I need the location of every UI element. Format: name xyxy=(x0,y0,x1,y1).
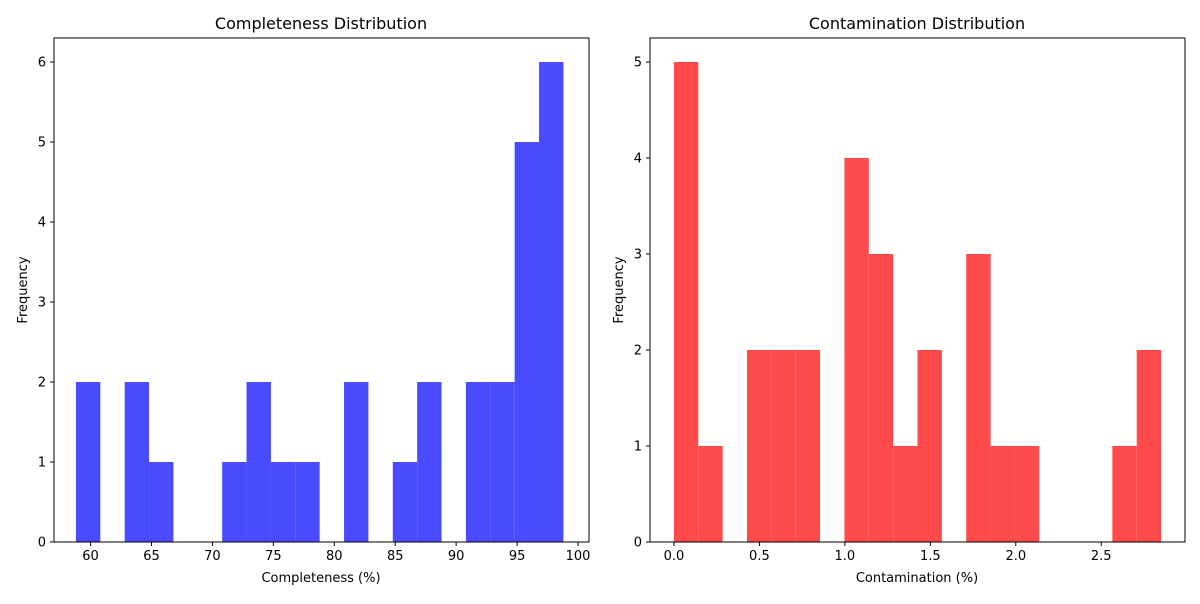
chart-title: Completeness Distribution xyxy=(215,14,427,33)
x-tick-label: 1.0 xyxy=(835,549,856,564)
x-axis-label: Contamination (%) xyxy=(856,571,978,586)
histogram-bar xyxy=(246,382,271,542)
y-tick-label: 4 xyxy=(38,216,46,231)
histogram-bar xyxy=(747,350,772,542)
x-ticks: 0.0 0.5 1.0 1.5 2.0 2.5 xyxy=(664,542,1112,564)
x-tick-label: 85 xyxy=(387,549,404,564)
histogram-bar xyxy=(222,462,247,542)
x-tick-label: 0.5 xyxy=(749,549,770,564)
x-tick-label: 90 xyxy=(448,549,465,564)
y-tick-label: 4 xyxy=(634,152,642,167)
y-axis-label: Frequency xyxy=(612,256,627,323)
y-tick-label: 1 xyxy=(634,440,642,455)
y-tick-label: 3 xyxy=(634,248,642,263)
y-tick-label: 0 xyxy=(38,536,46,551)
x-tick-label: 2.5 xyxy=(1091,549,1112,564)
y-tick-label: 1 xyxy=(38,456,46,471)
histogram-bar xyxy=(465,382,491,542)
y-tick-label: 2 xyxy=(634,344,642,359)
x-tick-label: 80 xyxy=(326,549,343,564)
x-tick-label: 70 xyxy=(204,549,221,564)
completeness-histogram: Completeness Distribution Completeness (… xyxy=(16,14,590,586)
x-tick-label: 65 xyxy=(143,549,160,564)
histogram-bar xyxy=(344,382,369,542)
histogram-bar xyxy=(295,462,320,542)
histogram-bar xyxy=(893,446,918,542)
y-tick-label: 3 xyxy=(38,296,46,311)
y-ticks: 0 1 2 3 4 5 xyxy=(634,56,650,551)
x-tick-label: 2.0 xyxy=(1005,549,1026,564)
x-tick-label: 1.5 xyxy=(920,549,941,564)
y-tick-label: 6 xyxy=(38,56,46,71)
x-tick-label: 95 xyxy=(509,549,526,564)
histogram-bar xyxy=(673,62,699,542)
y-ticks: 0 1 2 3 4 5 6 xyxy=(38,56,54,551)
x-axis-label: Completeness (%) xyxy=(261,571,380,586)
histogram-bar xyxy=(124,382,150,542)
x-ticks: 60 65 70 75 80 85 90 95 100 xyxy=(82,542,590,564)
histogram-bar xyxy=(1112,446,1137,542)
histogram-bar xyxy=(698,446,723,542)
bar-group xyxy=(673,62,1162,542)
histogram-bar xyxy=(149,462,174,542)
y-tick-label: 0 xyxy=(634,536,642,551)
histogram-bar xyxy=(539,62,564,542)
y-tick-label: 5 xyxy=(38,136,46,151)
histogram-bar xyxy=(917,350,942,542)
x-tick-label: 100 xyxy=(566,549,591,564)
bar-group xyxy=(75,62,564,542)
histogram-bar xyxy=(771,350,796,542)
axes-frame xyxy=(53,37,590,543)
histogram-bar xyxy=(75,382,101,542)
chart-title: Contamination Distribution xyxy=(809,14,1025,33)
histogram-bar xyxy=(990,446,1015,542)
histogram-bar xyxy=(392,462,418,542)
y-tick-label: 2 xyxy=(38,376,46,391)
histogram-bar xyxy=(1136,350,1162,542)
histogram-bar xyxy=(966,254,991,542)
axes-frame xyxy=(649,37,1186,543)
histogram-bar xyxy=(795,350,821,542)
histogram-bar xyxy=(270,462,296,542)
x-tick-label: 75 xyxy=(265,549,282,564)
contamination-histogram: Contamination Distribution Contamination… xyxy=(612,14,1186,586)
histogram-bar xyxy=(844,158,869,542)
histogram-bar xyxy=(417,382,442,542)
histogram-bar xyxy=(514,142,540,542)
x-tick-label: 60 xyxy=(82,549,99,564)
x-tick-label: 0.0 xyxy=(664,549,685,564)
histogram-bar xyxy=(868,254,894,542)
y-axis-label: Frequency xyxy=(16,256,31,323)
histogram-bar xyxy=(1014,446,1040,542)
y-tick-label: 5 xyxy=(634,56,642,71)
histogram-bar xyxy=(490,382,515,542)
